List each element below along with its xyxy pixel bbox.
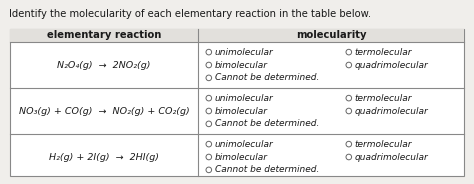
Text: unimolecular: unimolecular: [215, 140, 273, 149]
Text: bimolecular: bimolecular: [215, 153, 268, 162]
Text: termolecular: termolecular: [355, 94, 412, 103]
Text: Cannot be determined.: Cannot be determined.: [215, 119, 319, 128]
Text: unimolecular: unimolecular: [215, 94, 273, 103]
Text: quadrimolecular: quadrimolecular: [355, 153, 428, 162]
Text: N₂O₄(g)  →  2NO₂(g): N₂O₄(g) → 2NO₂(g): [57, 61, 151, 70]
Text: unimolecular: unimolecular: [215, 48, 273, 57]
Text: termolecular: termolecular: [355, 48, 412, 57]
Text: H₂(g) + 2I(g)  →  2HI(g): H₂(g) + 2I(g) → 2HI(g): [49, 153, 159, 162]
Text: quadrimolecular: quadrimolecular: [355, 107, 428, 116]
Text: bimolecular: bimolecular: [215, 61, 268, 70]
Text: Cannot be determined.: Cannot be determined.: [215, 165, 319, 174]
Text: termolecular: termolecular: [355, 140, 412, 149]
Bar: [10, 29, 464, 176]
Text: molecularity: molecularity: [296, 31, 366, 40]
Bar: [10, 29, 464, 42]
Text: elementary reaction: elementary reaction: [47, 31, 161, 40]
Text: Cannot be determined.: Cannot be determined.: [215, 73, 319, 82]
Text: NO₃(g) + CO(g)  →  NO₂(g) + CO₂(g): NO₃(g) + CO(g) → NO₂(g) + CO₂(g): [18, 107, 190, 116]
Text: Identify the molecularity of each elementary reaction in the table below.: Identify the molecularity of each elemen…: [9, 9, 371, 19]
Text: bimolecular: bimolecular: [215, 107, 268, 116]
Text: quadrimolecular: quadrimolecular: [355, 61, 428, 70]
